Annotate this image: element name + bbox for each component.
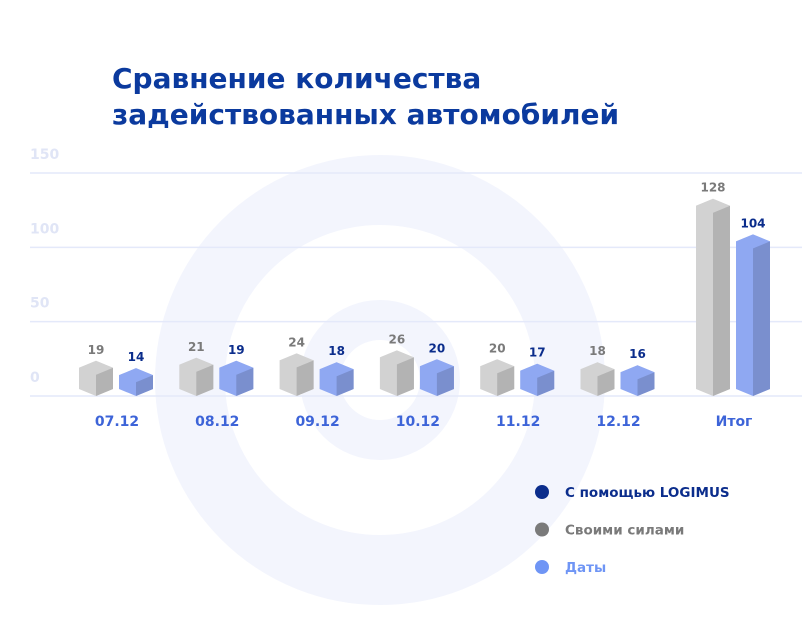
value-label: 17	[529, 346, 546, 360]
bar-top	[419, 359, 454, 374]
value-label: 14	[128, 350, 145, 364]
bar-side	[713, 205, 730, 396]
y-tick-label: 100	[30, 221, 59, 237]
x-tick-label: 10.12	[396, 414, 440, 430]
bar-top	[480, 359, 515, 374]
value-label: 19	[228, 343, 245, 357]
bar-top	[520, 363, 555, 378]
bar-side	[336, 369, 354, 396]
chart-title: Сравнение количества	[112, 62, 481, 95]
bar-top	[179, 357, 214, 372]
bar-top	[736, 234, 770, 249]
x-tick-label: 09.12	[295, 414, 339, 430]
x-tick-label: 12.12	[596, 414, 640, 430]
bar-side	[296, 360, 314, 396]
bar-top	[580, 362, 615, 377]
bar-top	[696, 198, 730, 213]
y-tick-label: 50	[30, 296, 50, 312]
legend-marker	[535, 522, 549, 537]
value-label: 26	[389, 332, 406, 346]
bar-side	[753, 241, 770, 396]
bar-side	[96, 367, 113, 396]
x-tick-label: 07.12	[95, 414, 139, 430]
bar-top	[319, 362, 354, 377]
bar-side	[236, 367, 254, 396]
bar-top	[79, 360, 113, 375]
bar-side	[136, 375, 153, 396]
value-label: 19	[88, 343, 105, 357]
x-tick-label: 11.12	[496, 414, 540, 430]
value-label: 16	[629, 347, 646, 361]
value-label: 21	[188, 340, 205, 354]
value-label: 20	[489, 341, 506, 355]
bar-top	[219, 360, 254, 375]
y-tick-label: 0	[30, 370, 40, 386]
legend-label: Своими силами	[565, 523, 684, 539]
value-label: 104	[740, 216, 765, 230]
bar-side	[597, 369, 615, 396]
y-tick-label: 150	[30, 147, 59, 163]
x-tick-label: Итог	[716, 414, 753, 430]
bar-side	[196, 364, 214, 396]
value-label: 18	[328, 344, 345, 358]
bar-side	[396, 357, 414, 396]
legend-marker	[535, 560, 549, 574]
bar-top	[379, 350, 414, 365]
legend-marker	[535, 485, 549, 499]
value-label: 18	[589, 344, 606, 358]
bar-side	[497, 366, 515, 396]
bar-side	[436, 366, 454, 396]
legend-label: С помощью LOGIMUS	[565, 485, 730, 501]
chart-title: задействованных автомобилей	[112, 98, 619, 131]
legend-label: Даты	[565, 560, 606, 576]
bar-side	[637, 372, 655, 396]
x-tick-label: 08.12	[195, 414, 239, 430]
bar-top	[119, 368, 153, 383]
bar-top	[279, 353, 314, 368]
value-label: 128	[700, 181, 725, 195]
value-label: 20	[429, 341, 446, 355]
value-label: 24	[288, 335, 305, 349]
bar-side	[537, 370, 555, 396]
bar-top	[620, 365, 655, 380]
